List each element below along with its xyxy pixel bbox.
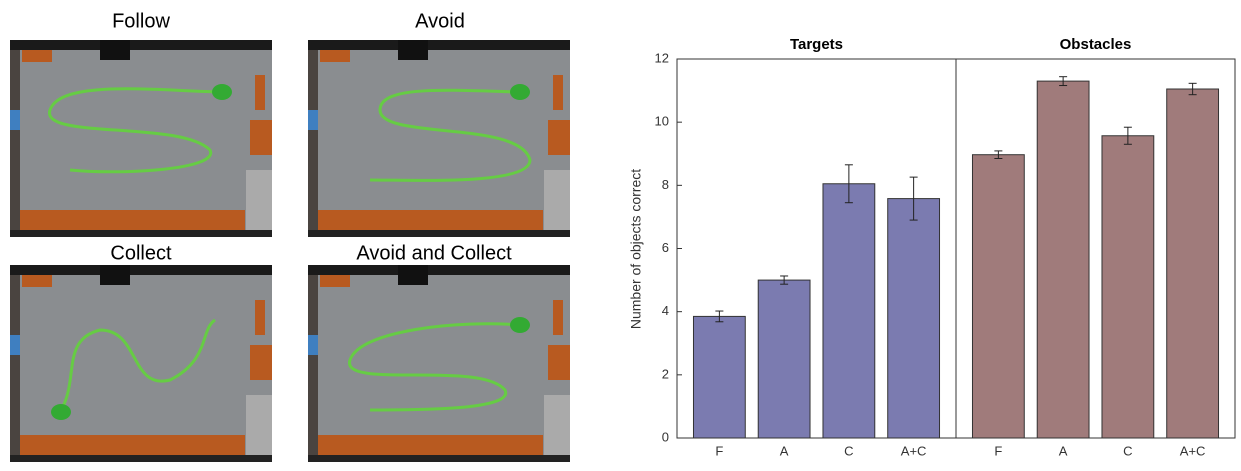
panel-title: Avoid [415, 10, 465, 32]
bar [1166, 88, 1220, 439]
bar [1101, 135, 1155, 439]
panel-follow: Follow [10, 10, 272, 237]
y-tick-label: 4 [662, 303, 669, 318]
panel-title: Collect [110, 242, 172, 264]
bar [822, 183, 876, 439]
bar [692, 315, 746, 439]
x-tick-label: C [1123, 443, 1132, 458]
bar [757, 279, 811, 439]
x-tick-label: A [1059, 443, 1068, 458]
y-tick-label: 2 [662, 366, 669, 381]
chart-title: Obstacles [1060, 36, 1132, 53]
y-tick-label: 12 [655, 50, 669, 65]
bar [1036, 80, 1090, 439]
panel-collect: Collect [10, 242, 272, 462]
x-tick-label: F [715, 443, 723, 458]
bar [971, 154, 1025, 439]
panel-avoid: Avoid [308, 10, 570, 237]
panel-title: Avoid and Collect [356, 242, 512, 264]
y-tick-label: 0 [662, 429, 669, 444]
chart-title: Targets [790, 36, 843, 53]
bar [887, 198, 941, 439]
x-tick-label: C [844, 443, 853, 458]
panel-title: Follow [112, 10, 170, 32]
panel-avoid-and-collect: Avoid and Collect [308, 242, 570, 462]
y-tick-label: 8 [662, 177, 669, 192]
y-axis-label: Number of objects correct [628, 169, 644, 329]
x-tick-label: F [994, 443, 1002, 458]
x-tick-label: A [780, 443, 789, 458]
y-tick-label: 10 [655, 114, 669, 129]
x-tick-label: A+C [901, 443, 927, 458]
y-tick-label: 6 [662, 240, 669, 255]
x-tick-label: A+C [1180, 443, 1206, 458]
